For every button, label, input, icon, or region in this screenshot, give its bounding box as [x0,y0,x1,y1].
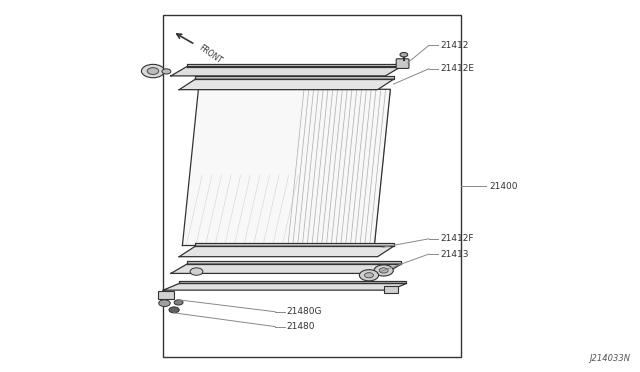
Circle shape [174,300,183,305]
FancyBboxPatch shape [396,59,409,68]
Circle shape [159,300,170,307]
Polygon shape [195,76,394,79]
Polygon shape [171,67,401,76]
Bar [384,286,398,293]
Text: 21412: 21412 [440,41,468,50]
Circle shape [400,52,408,57]
Circle shape [147,68,159,74]
Text: 21480: 21480 [287,322,316,331]
Polygon shape [179,282,406,283]
Circle shape [141,64,164,78]
Bar [163,15,461,357]
Text: FRONT: FRONT [197,44,223,66]
Circle shape [190,268,203,275]
Circle shape [162,69,171,74]
Polygon shape [163,283,406,290]
Circle shape [374,265,393,276]
Polygon shape [187,261,401,264]
Circle shape [169,307,179,313]
Text: J214033N: J214033N [589,354,630,363]
Polygon shape [171,264,401,273]
Polygon shape [187,64,401,67]
Text: 21480G: 21480G [287,307,322,316]
Text: 21412F: 21412F [440,234,474,243]
Circle shape [364,273,373,278]
Circle shape [359,270,378,281]
Polygon shape [179,246,394,257]
Bar [158,291,174,299]
Polygon shape [195,243,394,246]
Circle shape [379,268,388,273]
Text: 21412E: 21412E [440,64,474,73]
Text: 21400: 21400 [490,182,518,190]
Polygon shape [179,79,394,90]
Text: 21413: 21413 [440,250,469,259]
Polygon shape [182,89,390,246]
